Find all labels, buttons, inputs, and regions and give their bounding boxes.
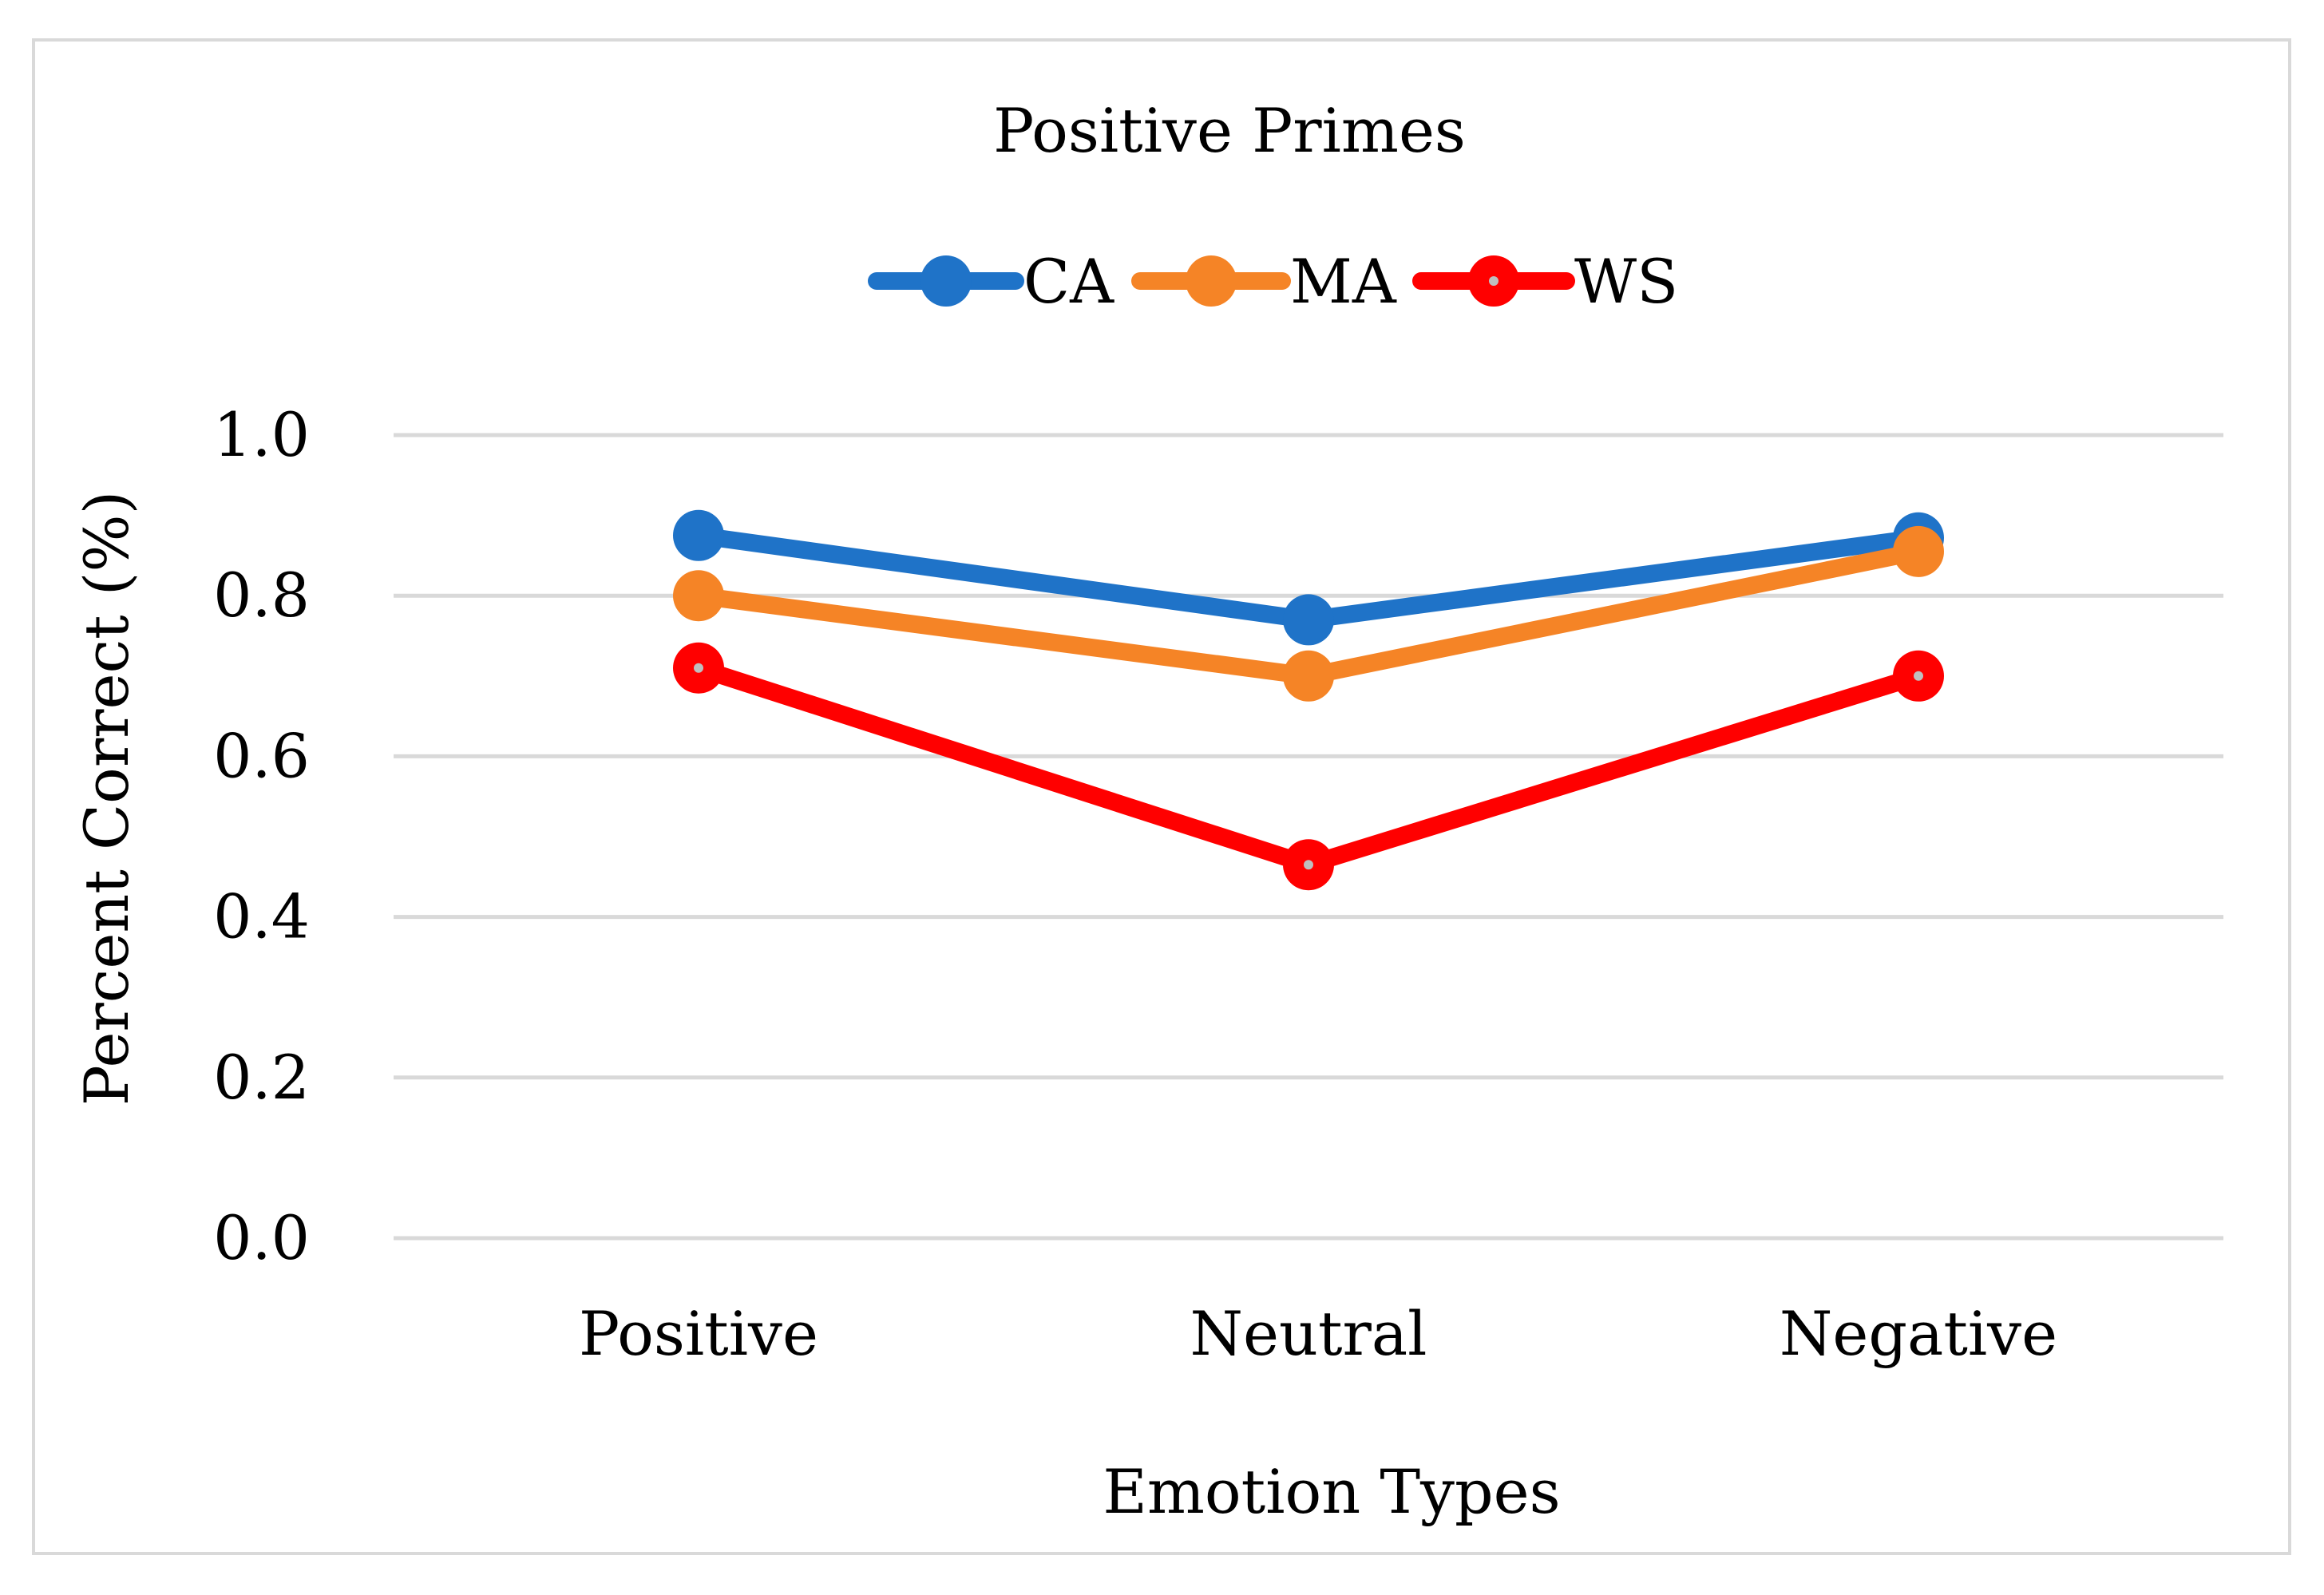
legend-item-ws: WS	[1412, 246, 1678, 317]
legend: CA MA WS	[868, 246, 1678, 317]
series-ma	[673, 525, 1944, 702]
data-point-center	[694, 663, 703, 673]
y-tick-label: 1.0	[213, 399, 310, 470]
x-tick-label: Neutral	[1190, 1298, 1427, 1369]
data-point	[1283, 594, 1334, 646]
legend-marker-center	[1489, 276, 1499, 286]
legend-item-ca: CA	[868, 246, 1114, 317]
data-point	[1283, 650, 1334, 702]
legend-label: WS	[1574, 246, 1678, 317]
gridlines	[394, 433, 2223, 1241]
x-tick-label: Positive	[579, 1298, 818, 1369]
data-point-center	[1304, 860, 1313, 870]
y-tick-label: 0.4	[213, 881, 310, 952]
chart-title: Positive Primes	[993, 95, 1466, 166]
data-point-center	[1914, 671, 1923, 681]
y-tick-label: 0.6	[213, 720, 310, 791]
x-axis-label: Emotion Types	[1103, 1456, 1560, 1527]
legend-label: MA	[1290, 246, 1397, 317]
series-ws	[673, 642, 1944, 891]
legend-marker	[920, 255, 972, 307]
data-point	[673, 509, 724, 561]
chart-frame	[32, 38, 2291, 1555]
y-axis-ticks: 0.0 0.2 0.4 0.6 0.8 1.0	[213, 399, 310, 1273]
series-layer	[673, 509, 1944, 891]
legend-marker	[1186, 255, 1237, 307]
data-point	[1893, 525, 1944, 577]
data-point	[673, 570, 724, 622]
legend-label: CA	[1023, 246, 1114, 317]
legend-item-ma: MA	[1131, 246, 1397, 317]
y-axis-label: Percent Correct (%)	[71, 491, 142, 1106]
x-axis-ticks: Positive Neutral Negative	[579, 1298, 2057, 1369]
x-tick-label: Negative	[1780, 1298, 2057, 1369]
y-tick-label: 0.2	[213, 1042, 310, 1113]
y-tick-label: 0.8	[213, 560, 310, 631]
y-tick-label: 0.0	[213, 1202, 310, 1273]
